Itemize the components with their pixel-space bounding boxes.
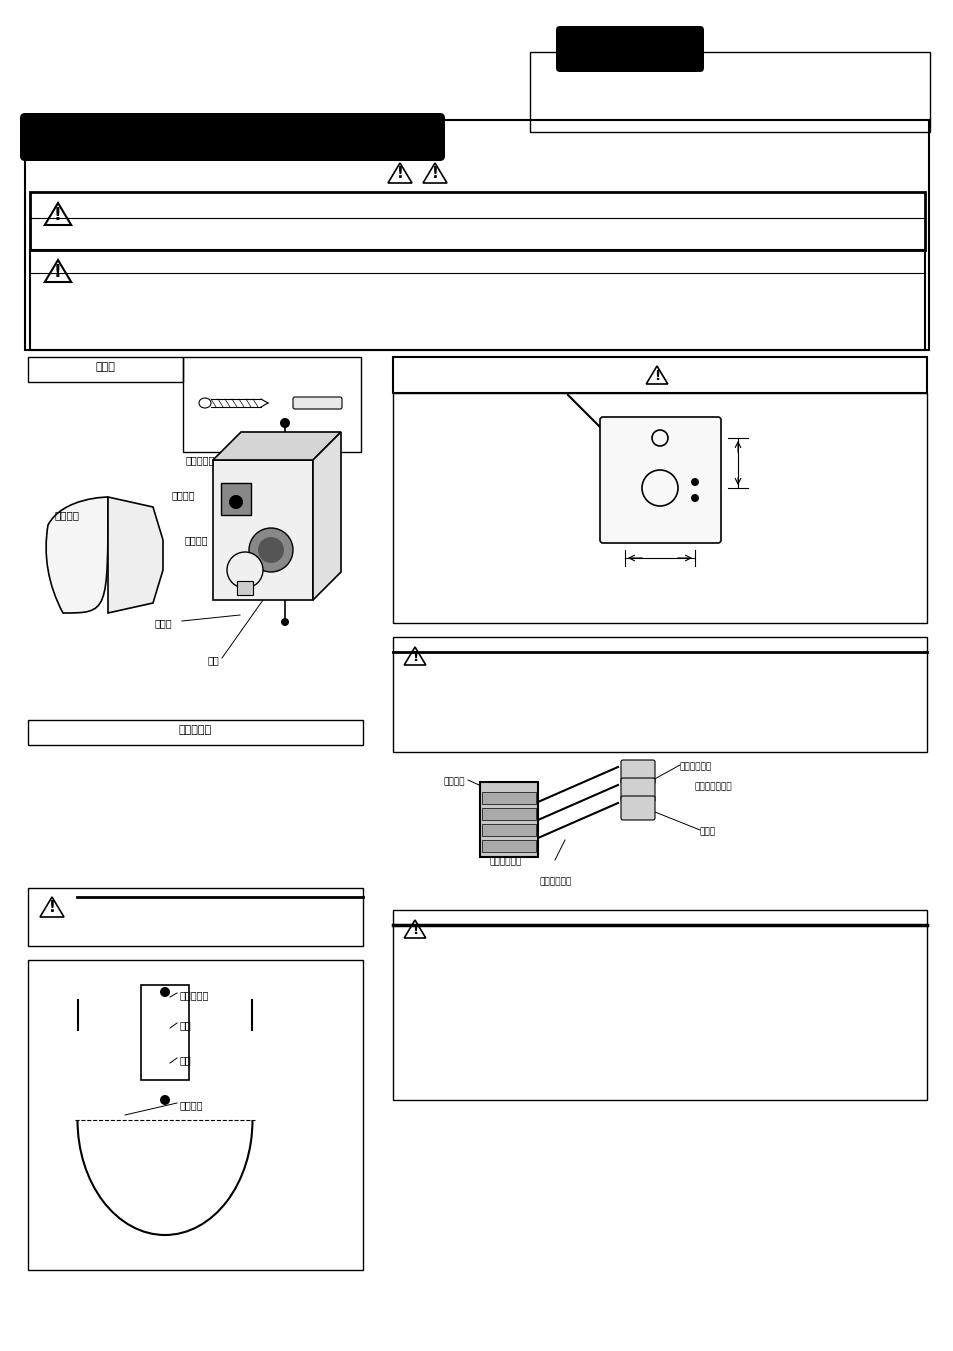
Circle shape [249, 528, 293, 571]
Bar [530, 51, 929, 132]
Text: 本体: 本体 [208, 655, 219, 665]
Ellipse shape [199, 399, 211, 408]
Bar [393, 393, 926, 623]
Text: 速結端子: 速結端子 [172, 490, 195, 500]
Text: 電源線解除穴: 電源線解除穴 [679, 762, 712, 771]
Bar [28, 961, 363, 1270]
Text: ツマミねじ: ツマミねじ [186, 455, 215, 465]
PathPatch shape [46, 497, 108, 613]
Polygon shape [213, 459, 313, 600]
Circle shape [257, 536, 284, 563]
Text: !: ! [54, 263, 62, 281]
Text: !: ! [412, 650, 417, 663]
Circle shape [280, 417, 290, 428]
Text: !: ! [653, 369, 659, 382]
FancyBboxPatch shape [620, 778, 655, 802]
Text: グローブ: グローブ [55, 509, 80, 520]
Bar [141, 985, 189, 1079]
Text: ミゾ: ミゾ [180, 1020, 192, 1029]
FancyBboxPatch shape [20, 113, 444, 161]
Circle shape [160, 988, 170, 997]
Text: ランプ: ランプ [154, 617, 172, 628]
Circle shape [690, 494, 699, 503]
PathPatch shape [108, 497, 163, 613]
Circle shape [160, 1096, 170, 1105]
Bar [183, 357, 360, 453]
Text: 電源線差込穴: 電源線差込穴 [490, 857, 521, 866]
Bar [481, 824, 536, 836]
Bar [25, 120, 928, 350]
FancyBboxPatch shape [620, 761, 655, 784]
Text: 取付け方法: 取付け方法 [178, 725, 212, 735]
Polygon shape [213, 432, 340, 459]
FancyBboxPatch shape [620, 796, 655, 820]
Text: !: ! [431, 166, 438, 181]
Text: 本体: 本体 [180, 1055, 192, 1065]
Bar [236, 581, 253, 594]
FancyBboxPatch shape [293, 397, 341, 409]
Circle shape [690, 478, 699, 486]
Bar [28, 888, 363, 946]
Bar [479, 782, 537, 857]
Bar [481, 792, 536, 804]
Text: （皮ムキ寸法）: （皮ムキ寸法） [695, 782, 732, 790]
Bar [28, 357, 183, 382]
Bar [481, 840, 536, 852]
Text: グローブ: グローブ [180, 1100, 203, 1111]
Bar [393, 638, 926, 753]
Circle shape [227, 553, 263, 588]
Text: 付属品: 付属品 [95, 362, 114, 372]
Circle shape [281, 617, 289, 626]
Text: 保護チューブ: 保護チューブ [539, 877, 572, 886]
FancyBboxPatch shape [599, 417, 720, 543]
Bar [393, 911, 926, 1100]
Circle shape [229, 494, 243, 509]
Text: 電源線: 電源線 [700, 827, 716, 836]
Bar [393, 357, 926, 393]
Bar [221, 484, 251, 515]
Text: ソケット: ソケット [185, 535, 209, 544]
Bar [481, 808, 536, 820]
Text: !: ! [49, 901, 55, 916]
Text: !: ! [396, 166, 403, 181]
Bar [30, 250, 924, 350]
Text: ツマミねじ: ツマミねじ [180, 990, 209, 1000]
FancyBboxPatch shape [556, 26, 703, 72]
Bar [28, 720, 363, 744]
Text: !: ! [412, 923, 417, 936]
Bar [30, 192, 924, 250]
Polygon shape [313, 432, 340, 600]
Text: !: ! [54, 207, 62, 224]
Text: 速結端子: 速結端子 [443, 777, 464, 786]
